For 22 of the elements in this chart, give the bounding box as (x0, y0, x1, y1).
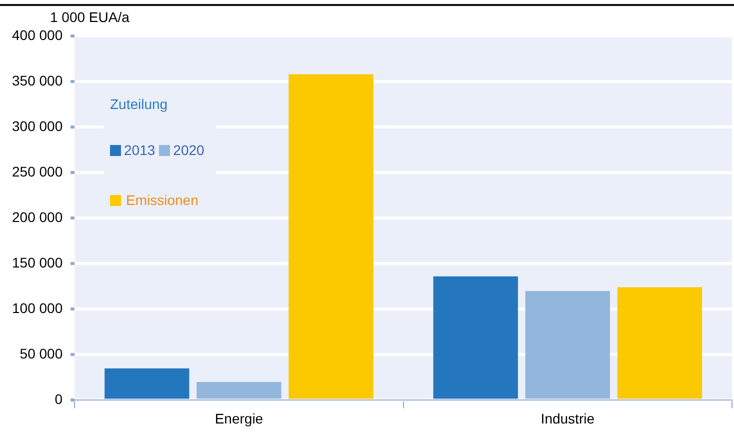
bar (525, 290, 610, 399)
bar (196, 382, 282, 399)
x-tick-label: Industrie (540, 410, 595, 426)
bar (433, 276, 518, 399)
y-tick-label: 300 000 (12, 118, 63, 134)
y-tick-label: 250 000 (12, 163, 63, 180)
y-tick-label: 50 000 (20, 346, 63, 362)
bar (617, 287, 702, 399)
x-tick-label: Energie (214, 410, 264, 426)
y-tick-label: 0 (54, 391, 63, 408)
y-tick-label: 350 000 (12, 72, 63, 88)
y-axis-title: 1 000 EUA/a (50, 8, 130, 25)
y-tick-label: 150 000 (12, 254, 63, 270)
y-tick-label: 400 000 (12, 26, 63, 43)
y-tick-label: 200 000 (12, 208, 63, 225)
legend-label: 2020 (172, 142, 204, 158)
legend-title: Zuteilung (110, 96, 169, 112)
legend-label: Emissionen (126, 192, 198, 208)
y-tick-label: 100 000 (12, 300, 63, 316)
bar (104, 368, 190, 399)
legend-label: 2013 (123, 142, 156, 158)
bar (288, 74, 374, 399)
